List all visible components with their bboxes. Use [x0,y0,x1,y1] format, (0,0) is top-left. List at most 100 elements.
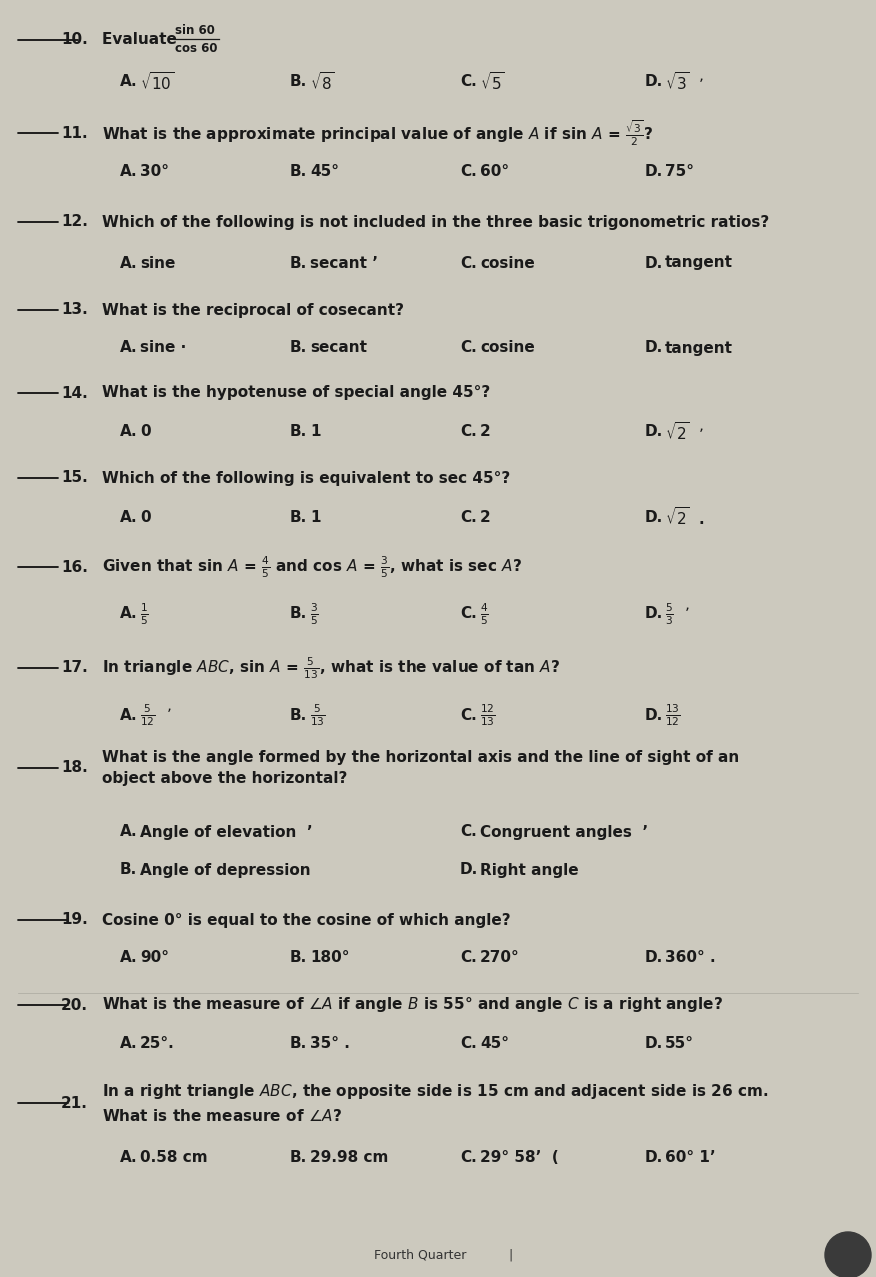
Text: 45°: 45° [310,165,339,180]
Text: What is the reciprocal of cosecant?: What is the reciprocal of cosecant? [102,303,404,318]
Text: C.: C. [460,1036,477,1051]
Text: B.: B. [290,707,307,723]
Text: A.: A. [120,255,138,271]
Text: 17.: 17. [61,660,88,676]
Text: B.: B. [290,424,307,439]
Text: A.: A. [120,1151,138,1166]
Text: 21.: 21. [61,1096,88,1111]
Text: |: | [508,1249,512,1262]
Text: A.: A. [120,165,138,180]
Text: A.: A. [120,825,138,839]
Text: sin 60: sin 60 [175,23,215,37]
Text: A.: A. [120,74,138,89]
Text: $\frac{12}{13}$: $\frac{12}{13}$ [480,702,496,728]
Text: $\frac{4}{5}$: $\frac{4}{5}$ [480,601,489,627]
Text: 12.: 12. [61,215,88,230]
Text: B.: B. [290,74,307,89]
Text: $\frac{1}{5}$: $\frac{1}{5}$ [140,601,149,627]
Text: A.: A. [120,341,138,355]
Text: C.: C. [460,1151,477,1166]
Text: Angle of depression: Angle of depression [140,862,311,877]
Text: C.: C. [460,950,477,964]
Text: D.: D. [645,1036,663,1051]
Text: 18.: 18. [61,761,88,775]
Text: In triangle $ABC$, sin $A$ = $\frac{5}{13}$, what is the value of tan $A$?: In triangle $ABC$, sin $A$ = $\frac{5}{1… [102,655,560,681]
Text: 55°: 55° [665,1036,694,1051]
Text: $\frac{5}{12}$  ’: $\frac{5}{12}$ ’ [140,702,172,728]
Text: 0: 0 [140,510,151,525]
Text: $\sqrt{5}$: $\sqrt{5}$ [480,72,505,93]
Text: B.: B. [290,607,307,622]
Text: C.: C. [460,165,477,180]
Text: A.: A. [120,1036,138,1051]
Text: sine: sine [140,255,175,271]
Text: 2: 2 [480,510,491,525]
Text: C.: C. [460,825,477,839]
Text: secant ’: secant ’ [310,255,378,271]
Text: C.: C. [460,707,477,723]
Text: C.: C. [460,74,477,89]
Text: D.: D. [460,862,478,877]
Text: D.: D. [645,1151,663,1166]
Text: 90°: 90° [140,950,169,964]
Text: 15.: 15. [61,470,88,485]
Text: C.: C. [460,341,477,355]
Text: What is the measure of $\angle A$ if angle $B$ is 55° and angle $C$ is a right a: What is the measure of $\angle A$ if ang… [102,996,724,1014]
Text: D.: D. [645,74,663,89]
Text: $\sqrt{3}$  ’: $\sqrt{3}$ ’ [665,72,704,93]
Text: 60°: 60° [480,165,509,180]
Text: Which of the following is equivalent to sec 45°?: Which of the following is equivalent to … [102,470,510,485]
Text: Angle of elevation  ’: Angle of elevation ’ [140,825,313,839]
Text: A.: A. [120,510,138,525]
Text: Evaluate: Evaluate [102,32,182,47]
Text: 75°: 75° [665,165,694,180]
Text: A.: A. [120,950,138,964]
Text: B.: B. [290,255,307,271]
Text: secant: secant [310,341,367,355]
Text: cosine: cosine [480,341,534,355]
Text: 35° .: 35° . [310,1036,350,1051]
Text: D.: D. [645,255,663,271]
Circle shape [825,1232,871,1277]
Text: $\sqrt{2}$  .: $\sqrt{2}$ . [665,506,704,527]
Text: D.: D. [645,510,663,525]
Text: 16.: 16. [61,559,88,575]
Text: B.: B. [290,510,307,525]
Text: $\frac{13}{12}$: $\frac{13}{12}$ [665,702,681,728]
Text: 180°: 180° [310,950,350,964]
Text: What is the angle formed by the horizontal axis and the line of sight of an
obje: What is the angle formed by the horizont… [102,750,739,787]
Text: Right angle: Right angle [480,862,579,877]
Text: B.: B. [120,862,138,877]
Text: 270°: 270° [480,950,519,964]
Text: A.: A. [120,607,138,622]
Text: D.: D. [645,424,663,439]
Text: $\frac{3}{5}$: $\frac{3}{5}$ [310,601,319,627]
Text: 19.: 19. [61,913,88,927]
Text: $\frac{5}{3}$  ’: $\frac{5}{3}$ ’ [665,601,689,627]
Text: $\sqrt{2}$  ’: $\sqrt{2}$ ’ [665,421,704,443]
Text: A.: A. [120,707,138,723]
Text: C.: C. [460,510,477,525]
Text: 20.: 20. [61,997,88,1013]
Text: What is the hypotenuse of special angle 45°?: What is the hypotenuse of special angle … [102,386,491,401]
Text: What is the approximate principal value of angle $A$ if sin $A$ = $\frac{\sqrt{3: What is the approximate principal value … [102,119,653,148]
Text: cosine: cosine [480,255,534,271]
Text: 2: 2 [480,424,491,439]
Text: B.: B. [290,1151,307,1166]
Text: cos 60: cos 60 [175,42,217,55]
Text: 45°: 45° [480,1036,509,1051]
Text: B.: B. [290,165,307,180]
Text: 360° .: 360° . [665,950,716,964]
Text: In a right triangle $ABC$, the opposite side is 15 cm and adjacent side is 26 cm: In a right triangle $ABC$, the opposite … [102,1082,768,1124]
Text: B.: B. [290,341,307,355]
Text: 29.98 cm: 29.98 cm [310,1151,388,1166]
Text: Given that sin $A$ = $\frac{4}{5}$ and cos $A$ = $\frac{3}{5}$, what is sec $A$?: Given that sin $A$ = $\frac{4}{5}$ and c… [102,554,522,580]
Text: Which of the following is not included in the three basic trigonometric ratios?: Which of the following is not included i… [102,215,769,230]
Text: Cosine 0° is equal to the cosine of which angle?: Cosine 0° is equal to the cosine of whic… [102,913,511,927]
Text: $\sqrt{10}$: $\sqrt{10}$ [140,72,174,93]
Text: 25°.: 25°. [140,1036,174,1051]
Text: sine ·: sine · [140,341,187,355]
Text: 30°: 30° [140,165,169,180]
Text: C.: C. [460,424,477,439]
Text: 13.: 13. [61,303,88,318]
